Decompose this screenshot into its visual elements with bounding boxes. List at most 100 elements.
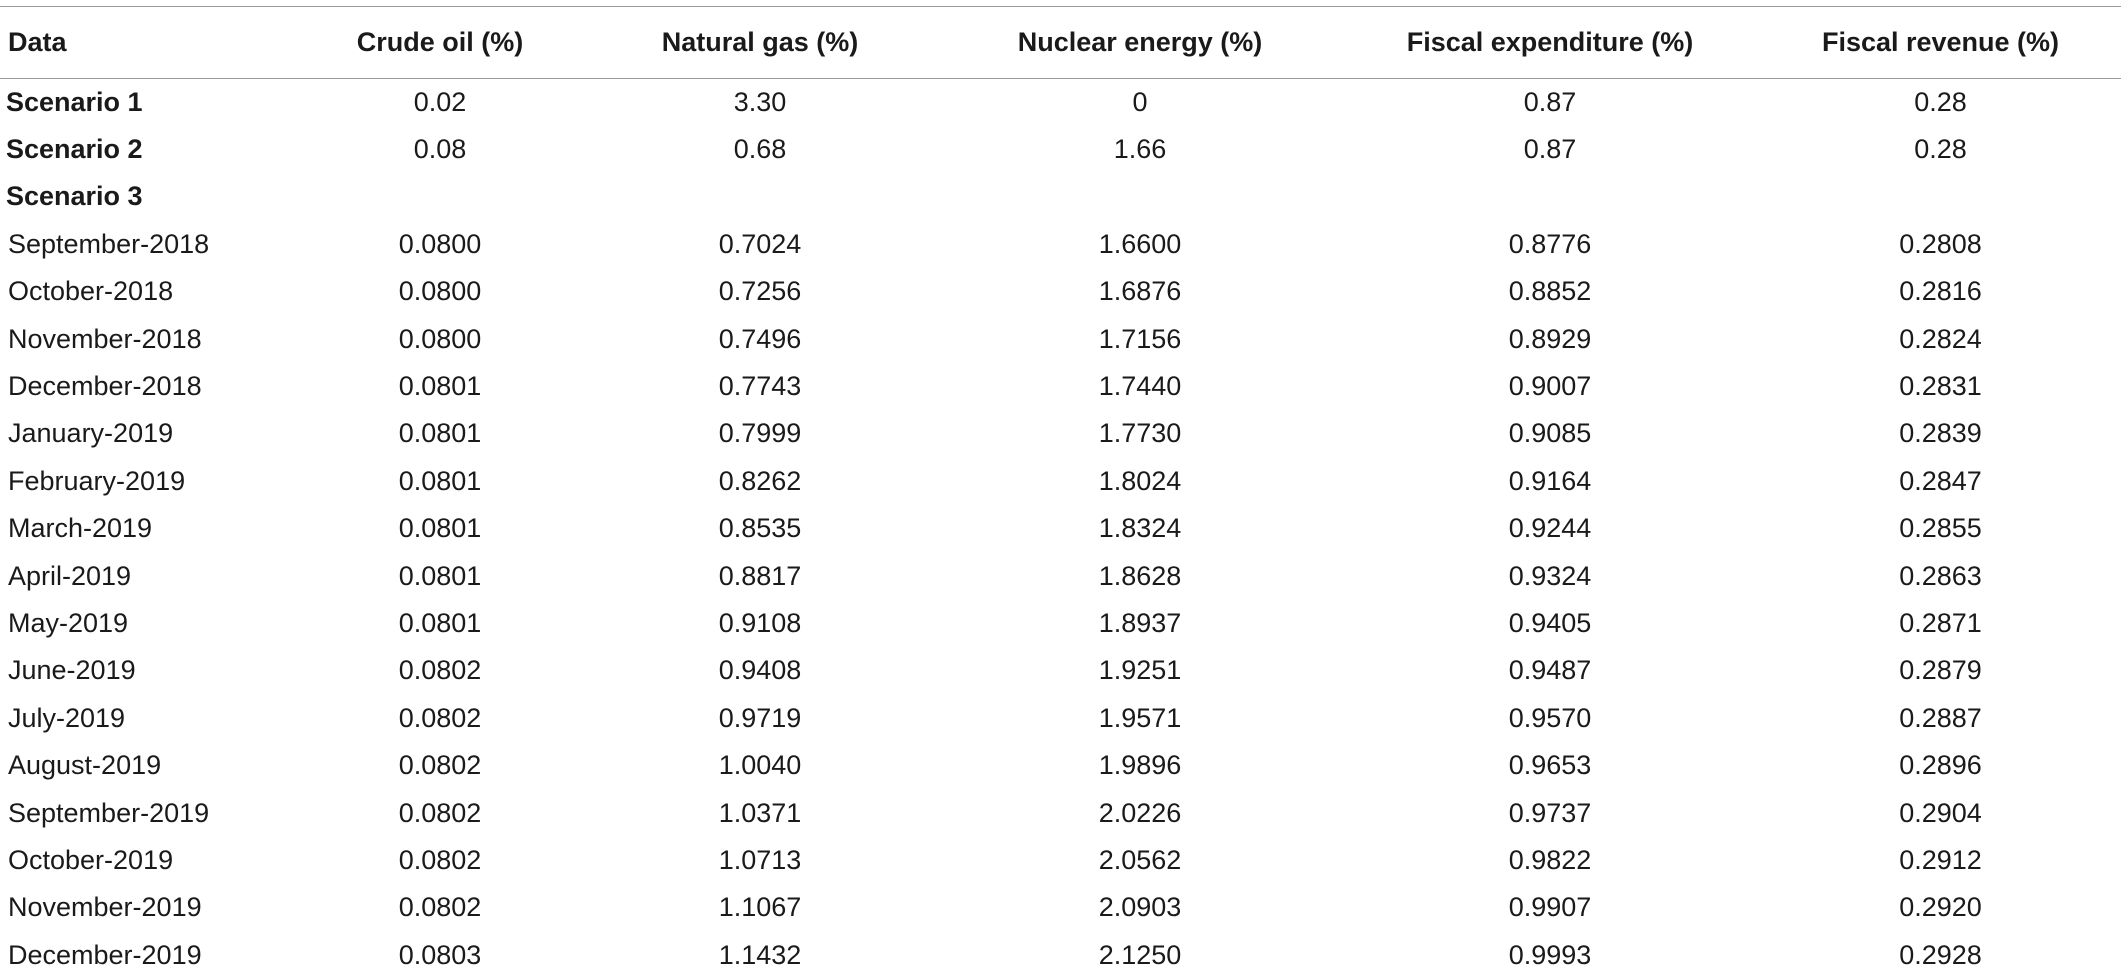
crude-oil-cell [300, 173, 580, 220]
nuclear-energy-cell: 1.9251 [1098, 655, 1182, 686]
natural-gas-cell: 0.8535 [718, 513, 802, 544]
fiscal-revenue-cell: 0.2855 [1899, 513, 1982, 544]
fiscal-revenue-cell: 0.2863 [1899, 560, 1982, 591]
table-row: September-2018 0.0800 0.7024 1.6600 0.8776 0.… [0, 221, 2121, 268]
table-row: Scenario 3 [0, 173, 2121, 220]
natural-gas-cell: 3.30 [733, 86, 787, 117]
fiscal-expenditure-cell: 0.9324 [1508, 560, 1592, 591]
nuclear-energy-cell: 1.7730 [1098, 418, 1182, 449]
crude-oil-cell: 0.08 [413, 134, 467, 165]
nuclear-energy-cell: 1.9571 [1098, 702, 1182, 733]
crude-oil-cell: 0.0801 [398, 607, 482, 638]
natural-gas-cell [580, 173, 940, 220]
header-fiscal-expenditure: Fiscal expenditure (%) [1340, 6, 1760, 79]
crude-oil-cell: 0.0801 [398, 371, 482, 402]
fiscal-expenditure-cell: 0.9487 [1508, 655, 1592, 686]
nuclear-energy-cell: 0 [1132, 86, 1148, 117]
nuclear-energy-cell: 1.8937 [1098, 607, 1182, 638]
table-body: Scenario 1 0.02 3.30 0 0.87 0.28 Scenario 2 0.0… [0, 79, 2121, 979]
scenario-data-table: Data Crude oil (%) Natural gas (%) Nucle… [0, 6, 2121, 979]
fiscal-revenue-cell [1760, 173, 2121, 220]
row-label: November-2019 [8, 892, 202, 923]
row-label: January-2019 [8, 418, 174, 449]
natural-gas-cell: 1.0371 [718, 797, 802, 828]
table-row: April-2019 0.0801 0.8817 1.8628 0.9324 0.2863 [0, 552, 2121, 599]
table-row: October-2018 0.0800 0.7256 1.6876 0.8852 0.28… [0, 268, 2121, 315]
header-natural-gas: Natural gas (%) [580, 6, 940, 79]
table-row: August-2019 0.0802 1.0040 1.9896 0.9653 0.289… [0, 742, 2121, 789]
fiscal-revenue-cell: 0.2879 [1899, 655, 1982, 686]
crude-oil-cell: 0.0801 [398, 513, 482, 544]
table-row: July-2019 0.0802 0.9719 1.9571 0.9570 0.2887 [0, 695, 2121, 742]
nuclear-energy-cell: 1.7156 [1098, 323, 1182, 354]
row-label: December-2018 [8, 371, 202, 402]
fiscal-expenditure-cell: 0.9653 [1508, 750, 1592, 781]
fiscal-revenue-cell: 0.2928 [1899, 939, 1982, 970]
nuclear-energy-cell: 1.8628 [1098, 560, 1182, 591]
table-row: January-2019 0.0801 0.7999 1.7730 0.9085 0.28… [0, 410, 2121, 457]
table-header: Data Crude oil (%) Natural gas (%) Nucle… [0, 6, 2121, 79]
row-label: September-2018 [8, 228, 210, 259]
row-label: November-2018 [8, 323, 202, 354]
fiscal-expenditure-cell: 0.9244 [1508, 513, 1592, 544]
fiscal-revenue-cell: 0.2904 [1899, 797, 1982, 828]
fiscal-revenue-cell: 0.28 [1914, 134, 1967, 165]
table-row: October-2019 0.0802 1.0713 2.0562 0.9822 0.29… [0, 837, 2121, 884]
fiscal-expenditure-cell: 0.9822 [1508, 844, 1592, 875]
natural-gas-cell: 0.7024 [718, 228, 802, 259]
fiscal-expenditure-cell: 0.9993 [1508, 939, 1592, 970]
table-row: June-2019 0.0802 0.9408 1.9251 0.9487 0.2879 [0, 647, 2121, 694]
row-label: March-2019 [8, 513, 153, 544]
crude-oil-cell: 0.0802 [398, 655, 482, 686]
fiscal-revenue-cell: 0.2887 [1899, 702, 1982, 733]
natural-gas-cell: 0.68 [733, 134, 787, 165]
crude-oil-cell: 0.0802 [398, 750, 482, 781]
row-label: October-2019 [8, 844, 174, 875]
row-label: February-2019 [8, 465, 186, 496]
table-row: November-2019 0.0802 1.1067 2.0903 0.9907 0.2… [0, 884, 2121, 931]
nuclear-energy-cell: 1.6600 [1098, 228, 1182, 259]
fiscal-expenditure-cell: 0.9085 [1508, 418, 1592, 449]
natural-gas-cell: 0.9108 [718, 607, 802, 638]
nuclear-energy-cell: 1.8324 [1098, 513, 1182, 544]
nuclear-energy-cell [940, 173, 1340, 220]
nuclear-energy-cell: 2.0562 [1098, 844, 1182, 875]
fiscal-revenue-cell: 0.2808 [1899, 228, 1982, 259]
row-label: June-2019 [8, 655, 136, 686]
crude-oil-cell: 0.0800 [398, 276, 482, 307]
fiscal-revenue-cell: 0.2871 [1899, 607, 1982, 638]
table-row: May-2019 0.0801 0.9108 1.8937 0.9405 0.2871 [0, 600, 2121, 647]
table-row: March-2019 0.0801 0.8535 1.8324 0.9244 0.2855 [0, 505, 2121, 552]
fiscal-revenue-cell: 0.2824 [1899, 323, 1982, 354]
table-row: December-2019 0.0803 1.1432 2.1250 0.9993 0.2… [0, 932, 2121, 979]
crude-oil-cell: 0.0800 [398, 228, 482, 259]
fiscal-revenue-cell: 0.2920 [1899, 892, 1982, 923]
fiscal-expenditure-cell: 0.9164 [1508, 465, 1592, 496]
natural-gas-cell: 0.8817 [718, 560, 802, 591]
row-label: Scenario 1 [6, 86, 143, 117]
fiscal-revenue-cell: 0.2896 [1899, 750, 1982, 781]
row-label: September-2019 [8, 797, 210, 828]
fiscal-expenditure-cell: 0.9737 [1508, 797, 1592, 828]
natural-gas-cell: 1.1067 [718, 892, 802, 923]
fiscal-revenue-cell: 0.2831 [1899, 371, 1982, 402]
fiscal-expenditure-cell: 0.87 [1523, 86, 1577, 117]
fiscal-expenditure-cell: 0.9007 [1508, 371, 1592, 402]
row-label: Scenario 2 [6, 134, 143, 165]
nuclear-energy-cell: 1.7440 [1098, 371, 1182, 402]
crude-oil-cell: 0.0802 [398, 702, 482, 733]
row-label: May-2019 [8, 607, 129, 638]
table-row: Scenario 2 0.08 0.68 1.66 0.87 0.28 [0, 126, 2121, 173]
natural-gas-cell: 0.7743 [718, 371, 802, 402]
fiscal-expenditure-cell: 0.9907 [1508, 892, 1592, 923]
fiscal-revenue-cell: 0.2847 [1899, 465, 1982, 496]
crude-oil-cell: 0.0801 [398, 560, 482, 591]
fiscal-expenditure-cell: 0.8852 [1508, 276, 1592, 307]
crude-oil-cell: 0.0802 [398, 797, 482, 828]
natural-gas-cell: 0.7496 [718, 323, 802, 354]
fiscal-expenditure-cell: 0.8776 [1508, 228, 1592, 259]
table-row: September-2019 0.0802 1.0371 2.0226 0.9737 0.… [0, 789, 2121, 836]
fiscal-expenditure-cell: 0.9570 [1508, 702, 1592, 733]
table-row: December-2018 0.0801 0.7743 1.7440 0.9007 0.2… [0, 363, 2121, 410]
natural-gas-cell: 0.9408 [718, 655, 802, 686]
